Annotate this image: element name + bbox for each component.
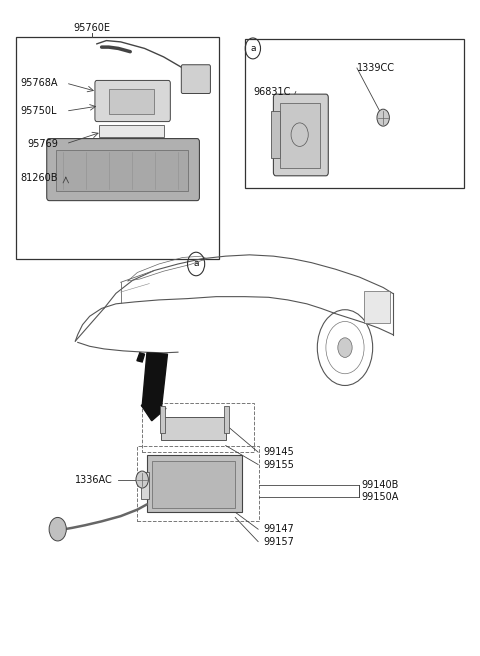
- Bar: [280, 102, 320, 168]
- Circle shape: [136, 471, 148, 488]
- FancyBboxPatch shape: [181, 65, 210, 94]
- Bar: [137, 445, 259, 521]
- Text: 96831C: 96831C: [253, 87, 290, 96]
- Text: a: a: [250, 44, 256, 53]
- Bar: [245, 39, 464, 188]
- Bar: [56, 150, 188, 191]
- FancyBboxPatch shape: [161, 417, 226, 440]
- FancyBboxPatch shape: [95, 81, 170, 121]
- Polygon shape: [142, 353, 168, 409]
- Text: 1336AC: 1336AC: [75, 474, 113, 485]
- FancyBboxPatch shape: [47, 138, 199, 201]
- Text: 99140B: 99140B: [362, 480, 399, 490]
- Bar: [16, 37, 218, 259]
- Text: 95760E: 95760E: [73, 23, 110, 33]
- Bar: [99, 125, 164, 136]
- Circle shape: [377, 109, 389, 126]
- Polygon shape: [137, 353, 144, 362]
- Bar: [160, 406, 165, 432]
- Circle shape: [49, 518, 66, 541]
- Text: 81260B: 81260B: [21, 173, 58, 183]
- Bar: [271, 111, 280, 158]
- Text: 95769: 95769: [28, 139, 59, 149]
- Text: 1339CC: 1339CC: [357, 63, 395, 73]
- Bar: [152, 461, 235, 508]
- Text: 99155: 99155: [263, 459, 294, 470]
- Text: a: a: [193, 260, 199, 268]
- Bar: [364, 291, 390, 323]
- Polygon shape: [141, 405, 166, 420]
- Circle shape: [338, 338, 352, 358]
- Text: 99147: 99147: [263, 524, 294, 534]
- Text: 95768A: 95768A: [21, 78, 58, 88]
- Text: 99145: 99145: [263, 447, 294, 457]
- FancyBboxPatch shape: [147, 455, 242, 512]
- Text: 99157: 99157: [263, 537, 294, 546]
- Bar: [141, 472, 149, 499]
- Bar: [142, 403, 254, 452]
- Bar: [109, 89, 154, 113]
- Bar: [224, 406, 228, 432]
- Text: 99150A: 99150A: [362, 492, 399, 502]
- Text: 95750L: 95750L: [21, 106, 57, 116]
- FancyBboxPatch shape: [274, 94, 328, 176]
